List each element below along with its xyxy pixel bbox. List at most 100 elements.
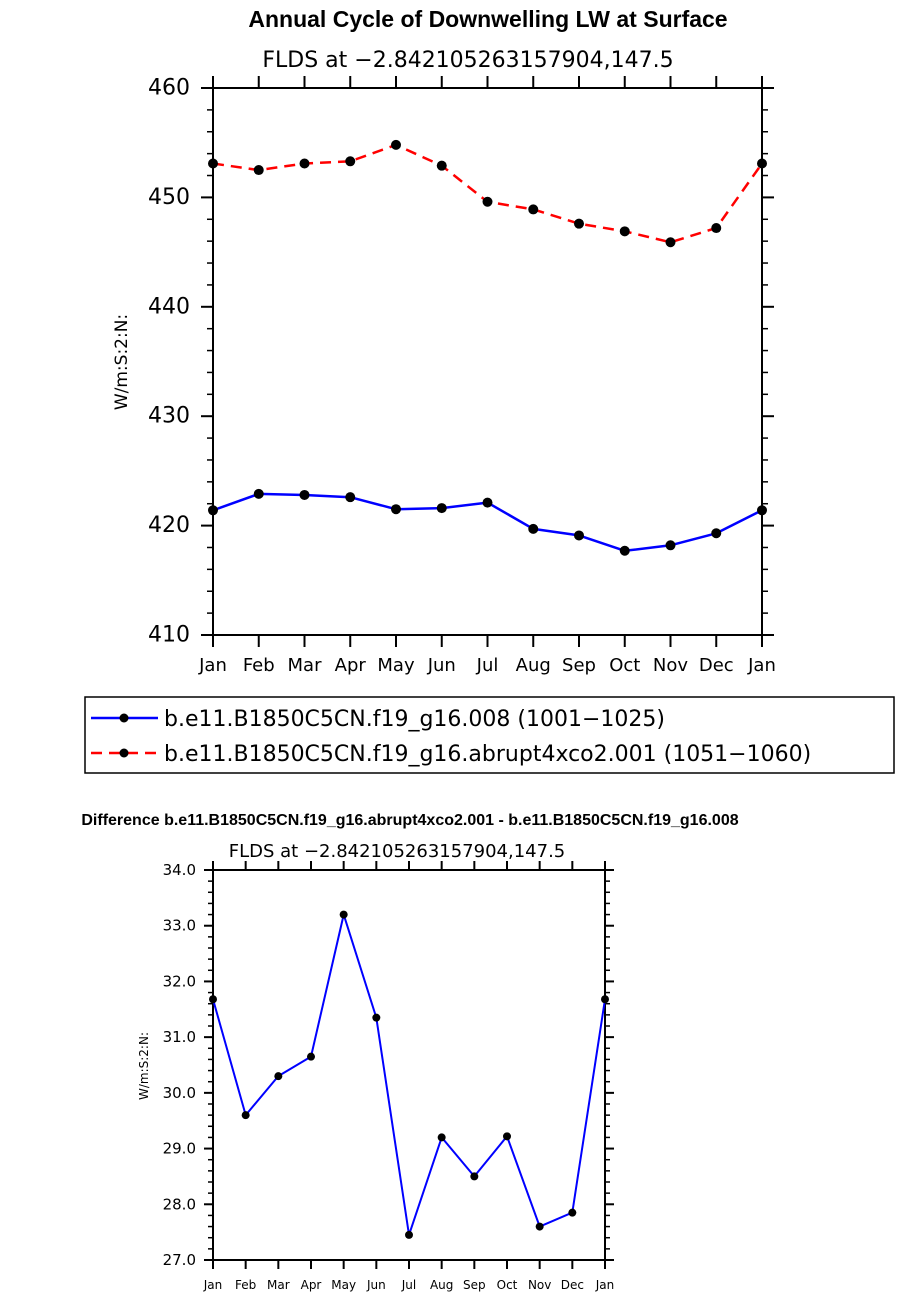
legend-box	[84, 696, 895, 774]
data-point	[711, 528, 722, 539]
y-axis-label: W/m:S:2:N:	[112, 314, 132, 410]
y-tick-label: 31.0	[163, 1028, 196, 1046]
x-tick-label: Jan	[595, 1278, 615, 1292]
data-point	[574, 218, 584, 229]
x-tick-label: Apr	[301, 1278, 322, 1292]
x-tick-label: Jan	[198, 655, 227, 676]
data-point	[339, 910, 348, 919]
y-tick-label: 34.0	[163, 861, 196, 879]
chart-subtitle: FLDS at −2.842105263157904,147.5	[262, 48, 673, 73]
data-point	[405, 1230, 413, 1239]
data-point	[665, 237, 676, 248]
x-tick-label: Dec	[699, 655, 734, 676]
chart-plot-area	[208, 139, 767, 556]
x-tick-label: Sep	[562, 655, 596, 676]
data-point	[482, 497, 493, 508]
y-tick-label: 30.0	[163, 1084, 196, 1102]
data-point	[391, 504, 401, 515]
chart-title: Annual Cycle of Downwelling LW at Surfac…	[248, 6, 727, 32]
x-tick-label: Apr	[335, 655, 367, 676]
y-tick-label: 33.0	[163, 917, 196, 935]
legend-label-control: b.e11.B1850C5CN.f19_g16.008 (1001−1025)	[164, 707, 665, 732]
x-tick-label: May	[377, 655, 415, 676]
legend: b.e11.B1850C5CN.f19_g16.008 (1001−1025) …	[84, 696, 895, 774]
x-tick-label: May	[331, 1278, 356, 1292]
data-point	[470, 1172, 479, 1181]
x-tick-label: Aug	[516, 655, 551, 676]
data-point	[503, 1132, 511, 1141]
x-tick-label: Mar	[267, 1278, 290, 1292]
x-tick-label: Feb	[235, 1278, 256, 1292]
series-line-1	[212, 143, 764, 244]
difference-y-axis-label: W/m:S:2:N:	[137, 1032, 151, 1100]
difference-chart-plot-area	[209, 910, 609, 1239]
x-tick-label: Jul	[401, 1278, 416, 1292]
data-point	[253, 488, 264, 499]
data-point	[436, 160, 447, 171]
x-tick-label: Dec	[561, 1278, 584, 1292]
data-point	[568, 1208, 577, 1217]
data-point	[208, 158, 218, 169]
x-tick-label: Jun	[427, 655, 456, 676]
series-line-0	[212, 913, 606, 1236]
difference-chart-subtitle: FLDS at −2.842105263157904,147.5	[229, 841, 566, 862]
y-tick-label: 410	[148, 623, 190, 648]
x-tick-label: Oct	[609, 655, 640, 676]
y-tick-label: 440	[148, 294, 190, 319]
legend-marker-control	[119, 713, 129, 723]
x-tick-label: Jun	[366, 1278, 386, 1292]
data-point	[208, 505, 218, 516]
data-point	[345, 492, 356, 503]
x-tick-label: Jul	[476, 655, 499, 676]
y-tick-label: 28.0	[163, 1195, 196, 1213]
data-point	[711, 223, 722, 234]
data-point	[574, 530, 584, 541]
data-point	[482, 196, 493, 207]
data-point	[437, 1133, 446, 1142]
x-tick-label: Mar	[288, 655, 323, 676]
data-point	[528, 204, 539, 215]
plot-frame	[212, 869, 606, 1261]
data-point	[372, 1013, 381, 1022]
data-point	[253, 165, 264, 176]
data-point	[299, 489, 310, 500]
data-point	[391, 139, 401, 150]
y-tick-label: 420	[148, 513, 190, 538]
x-tick-label: Nov	[653, 655, 688, 676]
data-point	[274, 1072, 283, 1081]
data-point	[619, 545, 630, 556]
y-tick-label: 29.0	[163, 1140, 196, 1158]
data-point	[241, 1111, 250, 1120]
legend-label-abrupt4xco2: b.e11.B1850C5CN.f19_g16.abrupt4xco2.001 …	[164, 742, 811, 767]
data-point	[757, 505, 767, 516]
data-point	[528, 523, 539, 534]
data-point	[601, 995, 609, 1004]
x-tick-label: Sep	[463, 1278, 486, 1292]
difference-chart-title: Difference b.e11.B1850C5CN.f19_g16.abrup…	[81, 812, 738, 829]
data-point	[619, 226, 630, 237]
y-tick-label: 32.0	[163, 972, 196, 990]
y-tick-label: 460	[148, 76, 190, 101]
x-tick-label: Nov	[528, 1278, 551, 1292]
legend-marker-abrupt4xco2	[119, 748, 129, 758]
y-tick-label: 450	[148, 185, 190, 210]
x-tick-label: Jan	[203, 1278, 223, 1292]
y-tick-label: 27.0	[163, 1251, 196, 1269]
data-point	[307, 1052, 315, 1061]
x-tick-label: Aug	[430, 1278, 453, 1292]
data-point	[535, 1222, 544, 1231]
data-point	[757, 158, 767, 169]
data-point	[299, 158, 310, 169]
x-tick-label: Jan	[747, 655, 776, 676]
y-tick-label: 430	[148, 404, 190, 429]
data-point	[436, 503, 447, 514]
data-point	[345, 156, 356, 167]
data-point	[665, 540, 676, 551]
difference-chart-axes: 27.0 28.0 29.0 30.0 31.0 32.0 33.0 34.0 Jan Feb Ma…	[163, 861, 615, 1292]
chart-axes: 410 420 430 440 450 460 Jan Feb Mar Apr May Jun Jul A…	[148, 76, 776, 677]
data-point	[209, 995, 217, 1004]
x-tick-label: Oct	[497, 1278, 518, 1292]
plot-frame	[212, 87, 763, 636]
x-tick-label: Feb	[243, 655, 275, 676]
